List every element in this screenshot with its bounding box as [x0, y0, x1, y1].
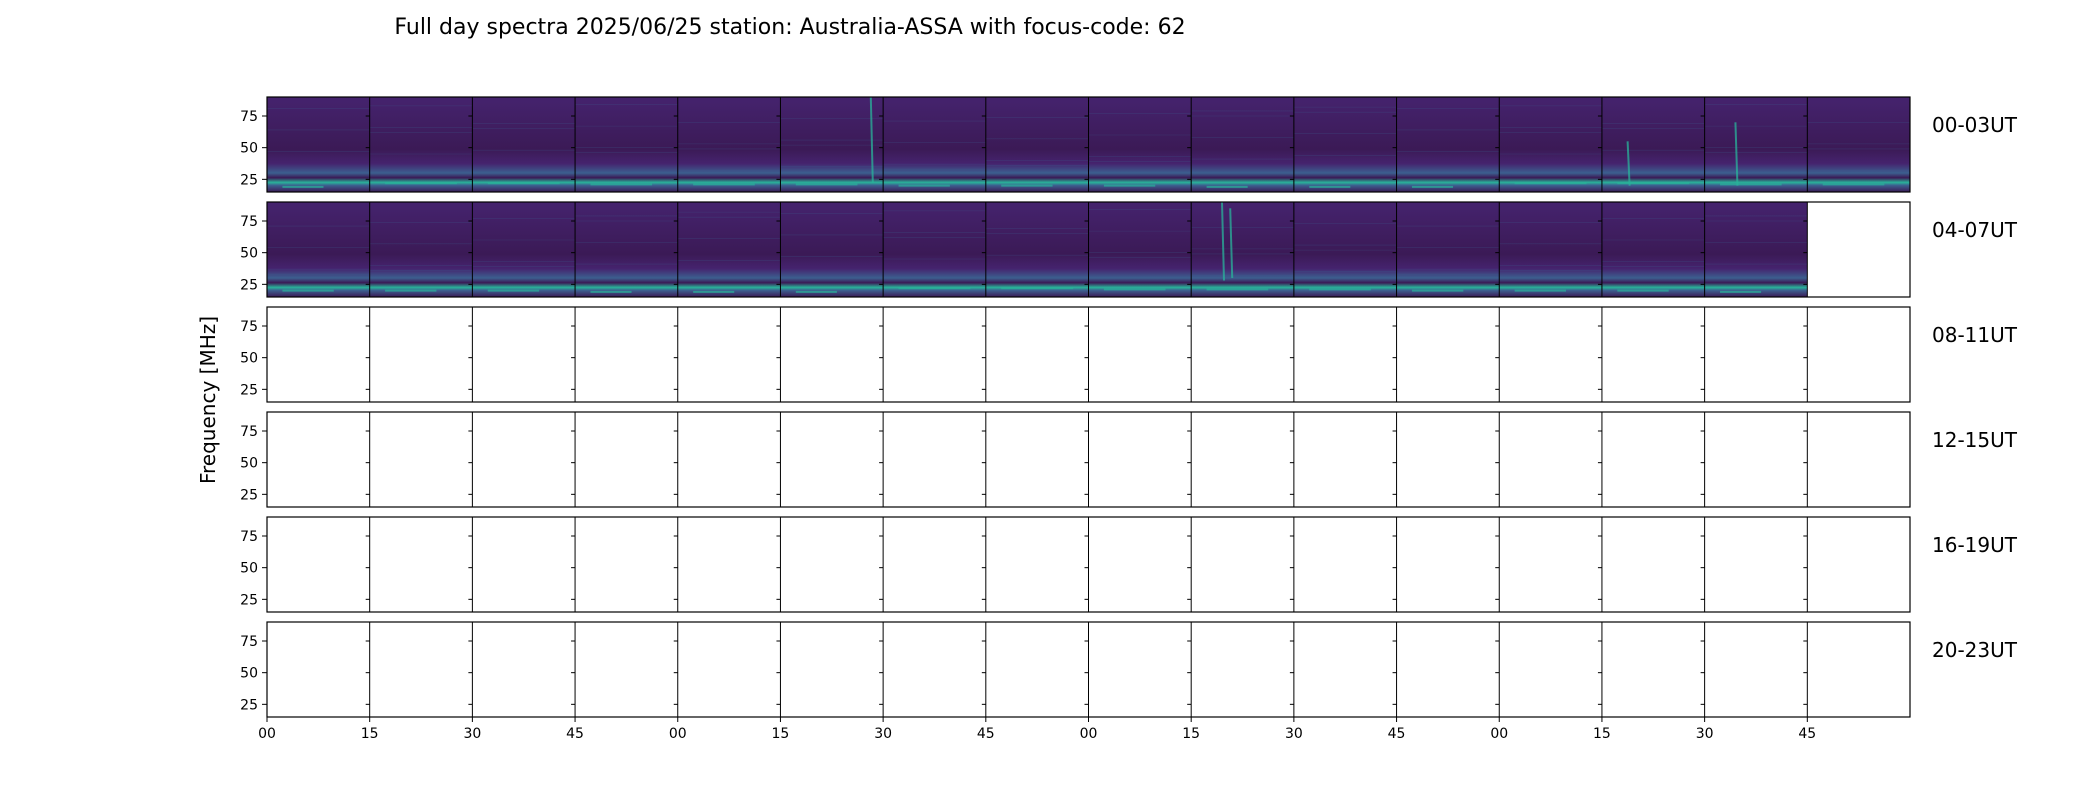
y-tick-label: 25 [240, 172, 258, 188]
spectrum-panel [883, 97, 986, 192]
spectrum-panel [780, 97, 884, 192]
spectrum-panel [780, 202, 884, 297]
y-tick-label: 50 [240, 456, 258, 472]
row-00-03ut: 25 50 75 00-03UT [240, 96, 2018, 193]
spectrum-panel [677, 97, 781, 192]
row-frame [266, 96, 1911, 193]
spectrum-panel [1088, 97, 1192, 192]
x-axis: 00 15 30 45 00 15 30 45 00 15 30 45 00 15 30 45 [258, 717, 1816, 742]
spectrum-panel [1601, 97, 1705, 192]
spectrum-panel [1396, 97, 1500, 192]
radio-burst [869, 96, 874, 184]
spectrum-panel [472, 202, 576, 297]
y-tick-label: 75 [240, 214, 258, 230]
y-tick-label: 75 [240, 109, 258, 125]
spectrum-panel [883, 202, 986, 297]
spectrum-panel [1088, 202, 1192, 297]
x-tick-label: 30 [1285, 726, 1303, 742]
y-axis-label: Frequency [MHz] [196, 316, 220, 484]
chart-title: Full day spectra 2025/06/25 station: Aus… [394, 15, 1185, 40]
radio-burst [1734, 122, 1739, 186]
y-tick-label: 25 [240, 487, 258, 503]
spectrum-panel [1191, 97, 1294, 192]
y-tick-label: 25 [240, 277, 258, 293]
row-20-23ut: 25 50 75 20-23UT [240, 621, 2018, 718]
spectrum-panel [1191, 202, 1294, 297]
y-tick-label: 25 [240, 382, 258, 398]
x-tick-label: 00 [1490, 726, 1508, 742]
row-16-19ut: 25 50 75 16-19UT [240, 516, 2018, 613]
row-frame [266, 516, 1911, 613]
spectrum-panel [1293, 202, 1397, 297]
x-tick-label: 45 [1388, 726, 1406, 742]
y-tick-label: 50 [240, 666, 258, 682]
x-tick-label: 15 [772, 726, 790, 742]
radio-burst [1229, 208, 1234, 279]
y-tick-label: 75 [240, 319, 258, 335]
x-tick-label: 00 [669, 726, 687, 742]
y-tick-label: 50 [240, 561, 258, 577]
y-tick-label: 75 [240, 529, 258, 545]
spectrum-panel [267, 97, 370, 192]
spectrum-panel [369, 97, 473, 192]
row-frame [266, 201, 1911, 298]
y-tick-label: 75 [240, 634, 258, 650]
spectrum-panel [1396, 202, 1500, 297]
x-tick-label: 45 [1798, 726, 1816, 742]
row-time-label: 16-19UT [1932, 533, 2018, 557]
y-tick-label: 25 [240, 592, 258, 608]
spectrum-panel [575, 202, 678, 297]
row-12-15ut: 25 50 75 12-15UT [240, 411, 2018, 508]
spectrum-panel [1704, 202, 1808, 297]
row-time-label: 04-07UT [1932, 218, 2018, 242]
spectrum-panel [369, 202, 473, 297]
spectrum-panel [1601, 202, 1705, 297]
x-tick-label: 30 [1696, 726, 1714, 742]
x-tick-label: 15 [1593, 726, 1611, 742]
row-04-07ut: 25 50 75 04-07UT [240, 201, 2018, 298]
spectrum-panel [472, 97, 576, 192]
radio-burst [1220, 201, 1225, 281]
spectrum-panel [677, 202, 781, 297]
spectrum-panel [1704, 97, 1808, 192]
x-tick-label: 15 [1182, 726, 1200, 742]
spectrum-panel [1293, 97, 1397, 192]
y-tick-label: 25 [240, 697, 258, 713]
x-tick-label: 45 [566, 726, 584, 742]
row-frame [266, 411, 1911, 508]
x-tick-label: 30 [463, 726, 481, 742]
x-tick-label: 45 [977, 726, 995, 742]
spectrum-panel [575, 97, 678, 192]
y-tick-label: 75 [240, 424, 258, 440]
x-tick-label: 00 [1080, 726, 1098, 742]
y-tick-label: 50 [240, 246, 258, 262]
spectrum-panel [1807, 97, 1910, 192]
row-time-label: 00-03UT [1932, 113, 2018, 137]
radio-burst [1626, 141, 1631, 186]
row-time-label: 20-23UT [1932, 638, 2018, 662]
y-tick-label: 50 [240, 351, 258, 367]
row-time-label: 08-11UT [1932, 323, 2018, 347]
spectrum-panel [1499, 202, 1602, 297]
spectrum-panel [1499, 97, 1602, 192]
row-frame [266, 306, 1911, 403]
spectrum-panel [985, 97, 1089, 192]
spectrum-panel [985, 202, 1089, 297]
row-08-11ut: 25 50 75 08-11UT [240, 306, 2018, 403]
x-tick-label: 30 [874, 726, 892, 742]
x-tick-label: 00 [258, 726, 276, 742]
spectrum-panel [267, 202, 370, 297]
y-tick-label: 50 [240, 141, 258, 157]
row-time-label: 12-15UT [1932, 428, 2018, 452]
x-tick-label: 15 [361, 726, 379, 742]
